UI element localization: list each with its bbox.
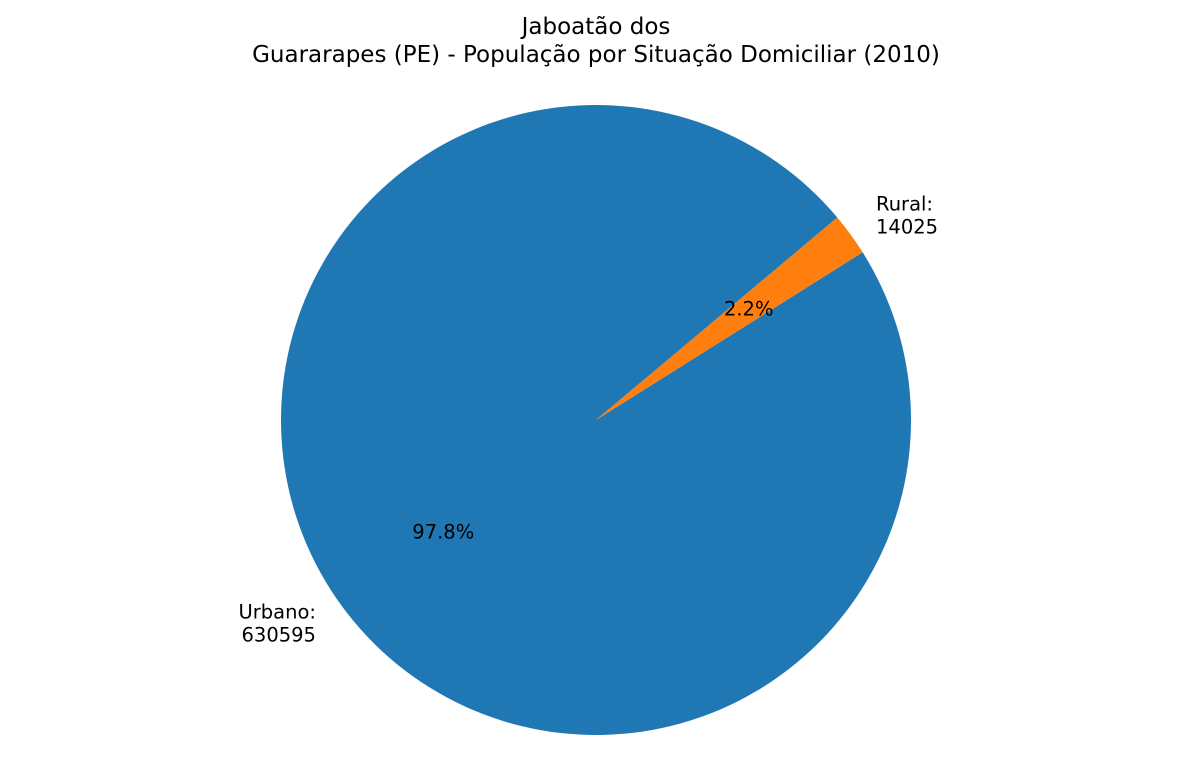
chart-title-line-1: Jaboatão dos — [520, 14, 671, 40]
pie-labels: Urbano: 630595 97.8% Rural: 14025 2.2% — [238, 192, 938, 646]
pie-slice-0 — [280, 104, 911, 736]
slice-label-0-line-1: 630595 — [242, 624, 316, 647]
slice-label-0: Urbano: 630595 — [238, 601, 315, 647]
chart-title-line-2: Guararapes (PE) - População por Situação… — [252, 42, 940, 68]
slice-label-1-line-0: Rural: — [876, 192, 933, 215]
slice-label-1-line-1: 14025 — [876, 215, 938, 238]
slice-percent-1: 2.2% — [724, 298, 774, 321]
pie-slices — [280, 104, 911, 736]
pie-slice-1 — [596, 217, 863, 420]
chart-title: Jaboatão dos Guararapes (PE) - População… — [252, 14, 940, 68]
slice-label-1: Rural: 14025 — [876, 192, 938, 238]
slice-label-0-line-0: Urbano: — [238, 601, 315, 624]
slice-percent-0: 97.8% — [412, 520, 474, 543]
